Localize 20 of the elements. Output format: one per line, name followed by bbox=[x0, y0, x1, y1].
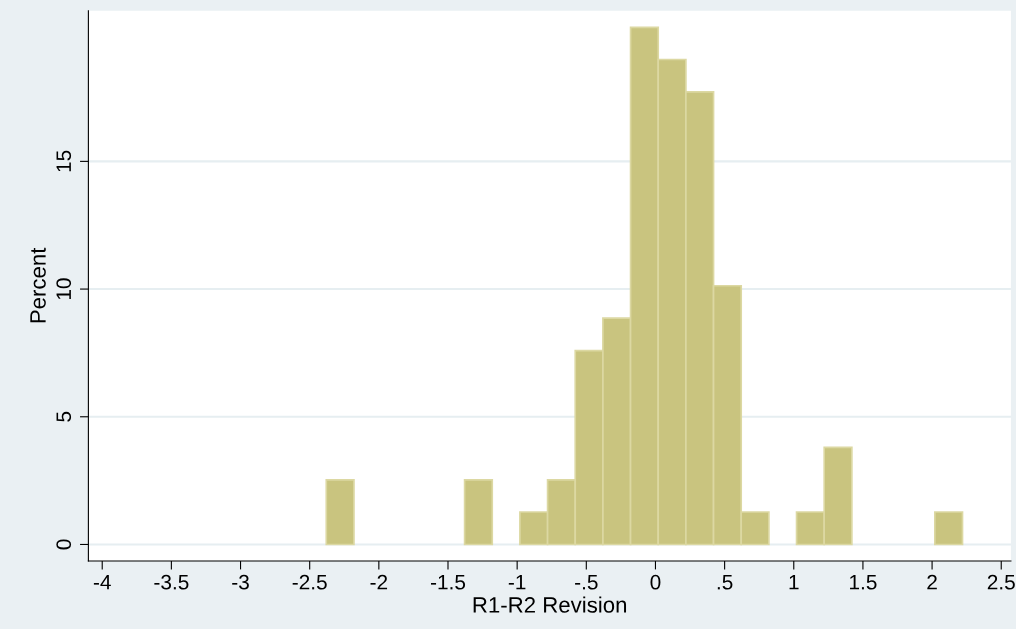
y-tick-label: 5 bbox=[56, 411, 72, 422]
x-tick-label: -4 bbox=[93, 575, 111, 590]
y-tick-label: 15 bbox=[56, 150, 72, 172]
x-tick-label: 2 bbox=[927, 574, 937, 590]
x-tick-label: 2.5 bbox=[987, 574, 1015, 590]
x-tick-label: .5 bbox=[717, 575, 733, 590]
y-axis-title: Percent bbox=[30, 247, 46, 323]
x-axis-title: R1-R2 Revision bbox=[473, 596, 627, 613]
y-tick-label: 0 bbox=[56, 539, 72, 550]
x-tick-label: -1 bbox=[508, 575, 526, 590]
x-tick-label: -3 bbox=[232, 574, 249, 590]
x-tick-label: 1 bbox=[789, 575, 799, 590]
x-tick-label: -2.5 bbox=[292, 574, 327, 590]
x-tick-label: -.5 bbox=[575, 575, 598, 590]
x-tick-label: -3.5 bbox=[154, 574, 189, 590]
x-tick-label: -2 bbox=[370, 574, 388, 590]
x-tick-label: -1.5 bbox=[430, 575, 466, 590]
y-tick-label: 10 bbox=[56, 278, 72, 300]
x-tick-label: 0 bbox=[650, 574, 661, 590]
x-tick-label: 1.5 bbox=[850, 575, 877, 590]
